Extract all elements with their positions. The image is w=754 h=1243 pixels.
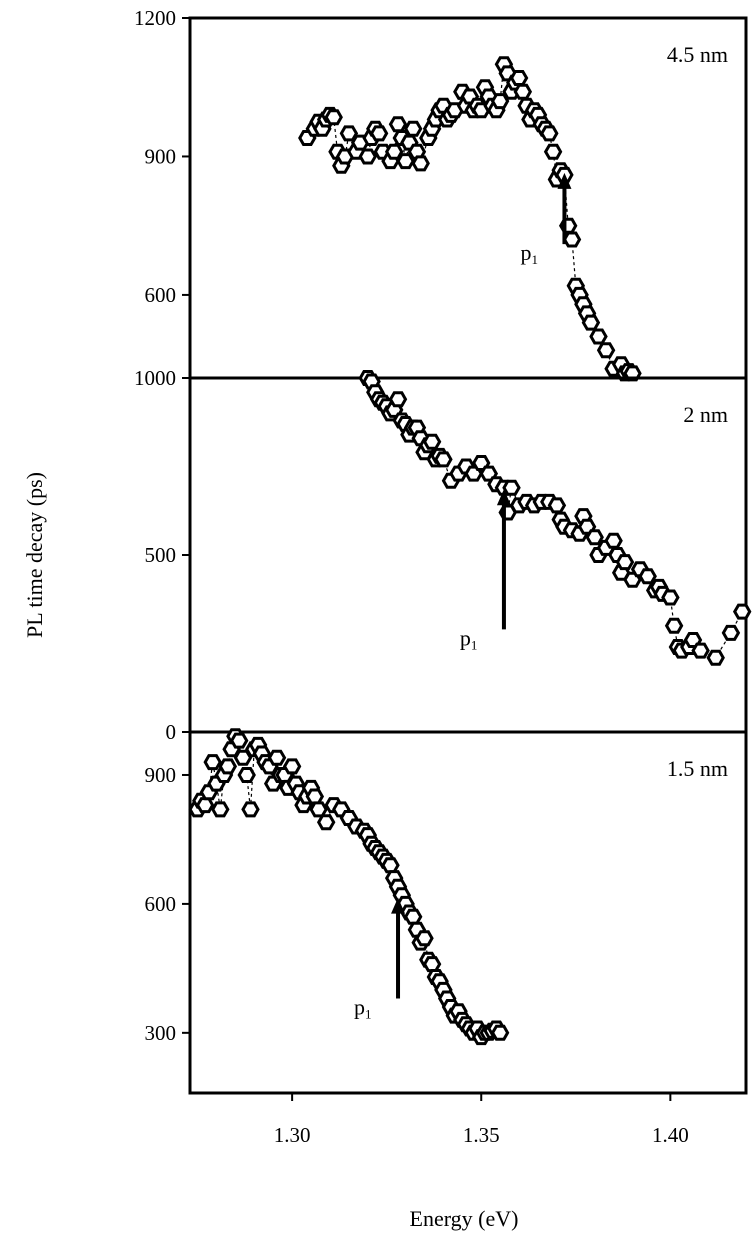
panel-2: 1000 500 0 p1 2 nm xyxy=(134,366,752,744)
data-point xyxy=(403,908,423,925)
y-tick-label: 500 xyxy=(145,543,177,567)
data-point xyxy=(664,617,684,634)
data-point xyxy=(732,603,752,620)
data-point xyxy=(282,758,302,775)
p1-arrow-head xyxy=(391,897,406,914)
panel-frame xyxy=(188,16,748,380)
p1-arrow-head xyxy=(557,172,572,189)
data-point xyxy=(324,109,343,126)
data-point xyxy=(388,391,408,408)
data-point xyxy=(388,116,408,133)
data-point xyxy=(502,479,521,496)
data-point xyxy=(381,857,400,874)
data-point xyxy=(384,143,404,160)
data-point xyxy=(229,732,249,749)
y-tick-label: 900 xyxy=(145,144,177,168)
data-point xyxy=(661,589,680,606)
data-point xyxy=(721,624,741,641)
data-point xyxy=(203,754,222,771)
data-point xyxy=(543,143,563,160)
data-point xyxy=(422,956,442,973)
data-point xyxy=(411,155,430,172)
panel-1: 1200 900 600 p1 4.5 nm xyxy=(134,6,748,382)
x-tick-label: 1.40 xyxy=(652,1123,689,1147)
data-point xyxy=(422,433,442,450)
y-tick-label: 600 xyxy=(145,892,177,916)
panel-3: 900 600 300 1.30 1.35 1.40 p1 1.5 nm xyxy=(145,728,748,1147)
data-point xyxy=(490,1024,510,1041)
data-point xyxy=(403,120,423,137)
y-tick-label: 300 xyxy=(145,1021,177,1045)
data-point xyxy=(305,788,325,805)
data-point xyxy=(339,125,359,142)
data-point xyxy=(490,93,510,110)
p1-arrow-head xyxy=(496,489,511,506)
data-point xyxy=(267,749,287,766)
data-point xyxy=(691,642,710,659)
data-point xyxy=(358,148,378,165)
data-point xyxy=(211,801,230,818)
data-point xyxy=(589,328,608,345)
data-point xyxy=(218,758,238,775)
data-point xyxy=(434,451,453,468)
data-point xyxy=(585,529,604,546)
p1-arrow-label: p1 xyxy=(354,994,372,1021)
data-point xyxy=(369,125,389,142)
data-point xyxy=(509,70,529,86)
data-point xyxy=(706,649,725,666)
data-point xyxy=(638,568,657,585)
data-point xyxy=(309,801,328,818)
y-tick-label: 600 xyxy=(145,283,177,307)
data-point xyxy=(407,143,427,160)
data-point xyxy=(540,125,559,142)
p1-arrow-label: p1 xyxy=(520,240,538,267)
data-point xyxy=(604,532,623,549)
data-point xyxy=(415,930,434,947)
data-point xyxy=(596,342,616,359)
data-point xyxy=(233,749,253,766)
y-tick-label: 1000 xyxy=(134,366,176,390)
y-tick-label: 1200 xyxy=(134,6,176,30)
p1-arrow-label-subscript: 1 xyxy=(365,1006,372,1021)
x-axis-title: Energy (eV) xyxy=(410,1206,519,1231)
p1-arrow-label: p1 xyxy=(460,625,478,652)
data-point xyxy=(581,314,601,331)
panel-label: 2 nm xyxy=(683,402,728,427)
p1-arrow-label-subscript: 1 xyxy=(471,637,478,652)
data-point xyxy=(513,83,533,100)
p1-arrow-label-subscript: 1 xyxy=(531,252,538,267)
y-tick-label: 900 xyxy=(145,763,177,787)
data-point xyxy=(316,814,336,831)
panel-frame xyxy=(188,376,748,734)
y-tick-label: 0 xyxy=(166,720,177,744)
panel-frame xyxy=(188,730,748,1095)
data-point xyxy=(195,797,215,814)
data-point xyxy=(562,231,582,248)
panels-layer: 1200 900 600 p1 4.5 nm 1000 500 0 p1 2 nm 900 600 30… xyxy=(134,6,752,1147)
x-tick-label: 1.30 xyxy=(274,1123,311,1147)
panel-label: 1.5 nm xyxy=(667,756,728,781)
data-point xyxy=(615,554,635,571)
x-tick-label: 1.35 xyxy=(463,1123,500,1147)
panel-label: 4.5 nm xyxy=(667,42,728,67)
data-point xyxy=(237,767,256,783)
data-point xyxy=(241,801,260,818)
y-axis-title: PL time decay (ps) xyxy=(22,472,47,638)
data-point xyxy=(547,497,567,514)
